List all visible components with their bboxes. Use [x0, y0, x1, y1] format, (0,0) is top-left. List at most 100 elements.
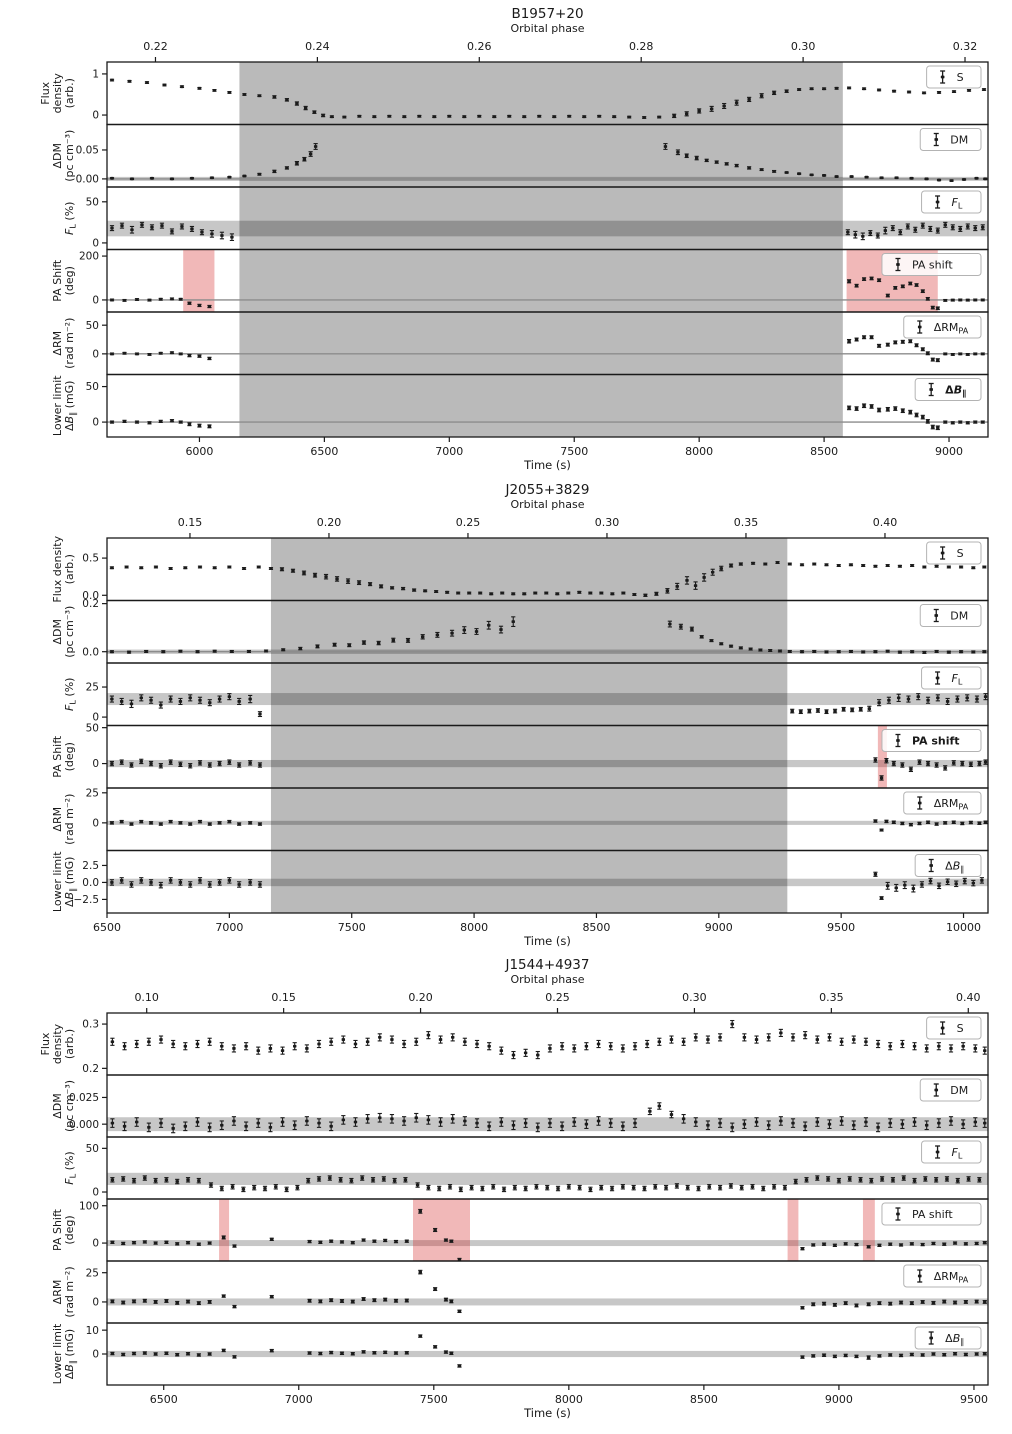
eclipse-region — [270, 663, 788, 726]
uncertainty-band — [107, 220, 988, 237]
series-fl — [109, 221, 985, 242]
time-tick-label: 7000 — [435, 445, 463, 458]
eclipse-region — [239, 312, 843, 375]
y-axis-label: (pc cm⁻³) — [63, 1080, 76, 1132]
legend-b: ΔB∥ — [914, 378, 982, 401]
legend-label: S — [957, 1022, 964, 1035]
legend-fl: FL — [921, 1140, 982, 1164]
subplot-frame — [106, 849, 989, 914]
y-axis-label: FL (%) — [63, 1151, 78, 1184]
subplot-pa: 100 0 PA Shift (deg) PA shift — [51, 1198, 989, 1262]
legend-dm: DM — [919, 604, 982, 627]
phase-tick-label: 0.35 — [819, 991, 844, 1004]
y-tick-label: 50 — [86, 381, 99, 393]
phase-tick-label: 0.40 — [873, 516, 898, 529]
y-axis-label: ΔDM — [51, 619, 64, 645]
time-tick-label: 8500 — [582, 921, 610, 934]
time-tick-label: 7000 — [285, 1393, 313, 1406]
y-tick-label: 0 — [92, 758, 99, 770]
legend-label: DM — [950, 610, 968, 623]
legend-b: ΔB∥ — [914, 854, 982, 877]
time-tick-label: 8000 — [555, 1393, 583, 1406]
subplot-rm: 25 0 ΔRM (rad m⁻²) ΔRMPA — [51, 787, 989, 852]
subplot-dm: 0.2 0.0 ΔDM (pc cm⁻³) DM — [51, 598, 989, 664]
y-tick-label: 200 — [79, 251, 99, 263]
panel-title: B1957+20 — [511, 6, 583, 22]
series-b — [110, 1334, 987, 1368]
uncertainty-band — [107, 693, 988, 706]
eclipse-region — [270, 600, 788, 663]
phase-tick-label: 0.22 — [143, 40, 168, 53]
phase-tick-label: 0.25 — [456, 516, 481, 529]
series-rm — [109, 335, 985, 363]
y-axis-label: ΔB∥ (mG) — [63, 857, 78, 907]
series-dm — [110, 1102, 987, 1134]
y-axis-label: (rad m⁻²) — [63, 318, 76, 369]
legend-rm: ΔRMPA — [903, 791, 982, 815]
y-axis-label: Flux density — [51, 535, 64, 602]
phase-tick-label: 0.15 — [178, 516, 203, 529]
y-axis-label: density — [51, 1023, 64, 1064]
eclipse-region — [239, 124, 843, 187]
orbital-phase-axis-label: Orbital phase — [510, 973, 584, 986]
legend-flux: S — [926, 65, 982, 89]
time-axis-label: Time (s) — [523, 1406, 571, 1420]
y-tick-label: 0 — [92, 1187, 99, 1199]
subplot-b: 10 0 Lower limit ΔB∥ (mG) ΔB∥ — [51, 1322, 989, 1386]
legend-label: PA shift — [912, 1208, 953, 1221]
phase-tick-label: 0.20 — [408, 991, 433, 1004]
y-tick-label: 2.5 — [82, 860, 99, 872]
legend-dm: DM — [919, 128, 982, 151]
eclipse-region — [270, 850, 788, 913]
subplot-pa: 50 0 PA Shift (deg) PA shift — [51, 722, 989, 789]
eclipse-region — [270, 788, 788, 851]
depolarization-highlight — [877, 725, 887, 788]
y-axis-label: (rad m⁻²) — [63, 1266, 76, 1317]
y-axis-label: ΔDM — [51, 143, 64, 169]
phase-tick-label: 0.15 — [271, 991, 296, 1004]
y-axis-label: ΔRM — [51, 331, 64, 356]
legend-rm: ΔRMPA — [903, 1264, 982, 1288]
uncertainty-band — [107, 878, 988, 887]
y-axis-label: density — [51, 73, 64, 114]
y-axis-label: FL (%) — [63, 678, 78, 711]
legend-label: FL — [952, 1146, 963, 1161]
uncertainty-band — [107, 1350, 988, 1358]
eclipse-region — [239, 62, 843, 125]
time-tick-label: 6500 — [93, 921, 121, 934]
phase-tick-label: 0.30 — [682, 991, 707, 1004]
legend-label: PA shift — [912, 259, 953, 272]
phase-tick-label: 0.10 — [134, 991, 159, 1004]
y-tick-label: 25 — [86, 682, 99, 694]
panel-title: J2055+3829 — [504, 482, 589, 498]
y-tick-label: 0 — [92, 110, 99, 122]
y-axis-label: (rad m⁻²) — [63, 794, 76, 845]
y-axis-label: (arb.) — [63, 1029, 76, 1059]
eclipse-region — [270, 538, 788, 601]
series-flux — [109, 78, 987, 119]
y-tick-label: 0 — [92, 712, 99, 724]
y-tick-label: 1 — [92, 69, 99, 81]
legend-label: DM — [950, 134, 968, 147]
y-axis-label: (arb.) — [63, 554, 76, 584]
subplot-b: 50 0 Lower limit ΔB∥ (mG) ΔB∥ — [51, 373, 989, 438]
time-tick-label: 9500 — [827, 921, 855, 934]
series-dm — [109, 616, 987, 654]
y-axis-label: (pc cm⁻³) — [63, 606, 76, 658]
subplot-b: 2.5 0.0 −2.5 Lower limit ΔB∥ (mG) ΔB∥ — [51, 849, 989, 914]
y-tick-label: 0.2 — [82, 598, 99, 610]
y-axis-label: Lower limit — [51, 1323, 64, 1384]
subplot-frame — [106, 1322, 989, 1386]
legend-label: DM — [950, 1084, 968, 1097]
legend-pa: PA shift — [881, 1202, 982, 1226]
phase-tick-label: 0.30 — [791, 40, 816, 53]
eclipse-region — [239, 249, 843, 312]
legend-label: ΔRMPA — [934, 321, 969, 336]
y-tick-label: 0.0 — [82, 877, 99, 889]
depolarization-highlight — [862, 1199, 875, 1261]
phase-tick-label: 0.35 — [734, 516, 759, 529]
subplot-flux: 0.5 0.0 Flux density (arb.) S — [51, 535, 989, 603]
